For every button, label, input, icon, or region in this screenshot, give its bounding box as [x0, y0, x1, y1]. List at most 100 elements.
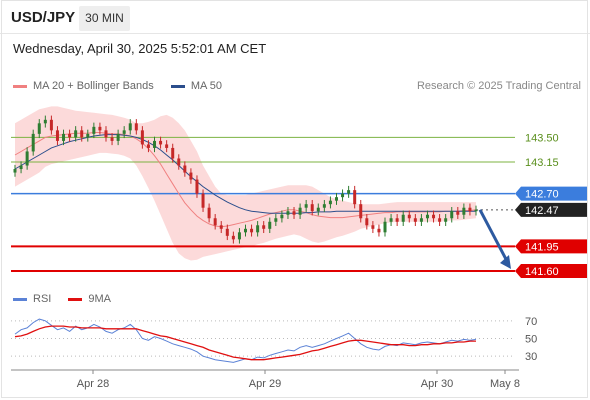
rsi-legend: RSI 9MA — [13, 293, 125, 305]
candle-body — [304, 204, 308, 208]
x-tick-label-0: Apr 28 — [77, 378, 109, 390]
legend-ma20: MA 20 + Bollinger Bands — [13, 80, 154, 92]
candle-body — [413, 218, 417, 222]
candle-body — [134, 123, 138, 131]
level-badge-4: 141.95 — [515, 239, 587, 254]
candle-body — [146, 144, 150, 148]
candle-body — [49, 119, 53, 131]
legend-rsi: RSI — [13, 293, 51, 305]
candle-body — [334, 197, 338, 201]
ma50-line — [14, 134, 476, 214]
forecast-arrow-shaft — [478, 209, 510, 264]
level-badge-bg-3 — [515, 202, 587, 217]
candle-body — [62, 133, 66, 141]
candle-body — [462, 207, 466, 215]
legend-ma20-label: MA 20 + Bollinger Bands — [33, 80, 154, 92]
main-legend: MA 20 + Bollinger Bands MA 50 — [13, 80, 236, 92]
candle-body — [13, 169, 17, 173]
level-badge-bg-2 — [515, 186, 587, 201]
legend-ma50: MA 50 — [170, 80, 223, 92]
candle-body — [116, 133, 120, 141]
candle-body — [225, 228, 229, 236]
rsi-series-0 — [14, 318, 477, 363]
candle-body — [165, 144, 169, 148]
candle-body — [389, 218, 393, 222]
candle-body — [110, 137, 114, 141]
candle-body — [274, 218, 278, 222]
candle-body — [280, 214, 284, 219]
level-badge-bg-4 — [515, 239, 587, 254]
candle-body — [365, 218, 369, 226]
candle-body — [401, 214, 405, 222]
candle-body — [244, 228, 247, 233]
candle-body — [286, 211, 290, 215]
candle-body — [250, 228, 254, 233]
level-label-2: 142.70 — [525, 189, 559, 201]
candle-body — [80, 130, 84, 138]
candle-body — [268, 221, 272, 229]
candle-body — [377, 228, 381, 233]
legend-9ma-label: 9MA — [88, 293, 112, 305]
timestamp: Wednesday, April 30, 2025 5:52:01 AM CET — [13, 41, 267, 56]
candle-body — [237, 232, 241, 240]
rsi-swatch-icon — [13, 297, 27, 301]
candle-body — [419, 218, 423, 222]
candle-body — [456, 211, 460, 215]
ma50-swatch-icon — [170, 84, 185, 88]
bollinger-band — [15, 106, 476, 261]
candle-body — [298, 207, 302, 215]
level-badge-3: 142.47 — [515, 202, 587, 217]
chart-header: USD/JPY 30 MIN — [0, 0, 590, 38]
candle-body — [328, 200, 332, 205]
candle-body — [177, 158, 181, 166]
candle-body — [371, 225, 375, 229]
candle-body — [353, 190, 357, 205]
candle-body — [86, 133, 90, 138]
candle-body — [92, 126, 96, 134]
research-credit: Research © 2025 Trading Central — [416, 80, 581, 92]
candle-body — [292, 211, 296, 215]
candle-body — [468, 207, 472, 212]
level-label-5: 141.60 — [525, 266, 559, 278]
x-tick-label-3: May 8 — [490, 378, 520, 390]
rsi-series-1 — [14, 325, 476, 361]
candle-body — [432, 214, 436, 219]
candle-body — [189, 172, 193, 180]
candle-body — [207, 207, 211, 219]
ma20-swatch-icon — [13, 84, 27, 88]
candle-body — [183, 165, 187, 173]
header-divider — [0, 33, 590, 34]
candle-body — [68, 133, 72, 138]
candle-body — [407, 214, 411, 219]
level-badge-2: 142.70 — [515, 186, 587, 201]
level-badge-5: 141.60 — [515, 264, 587, 278]
candle-body — [322, 204, 326, 208]
candle-body — [395, 218, 399, 222]
legend-ma50-label: MA 50 — [190, 80, 223, 92]
candle-body — [256, 225, 260, 233]
legend-rsi-label: RSI — [33, 293, 52, 305]
candle-body — [25, 151, 29, 166]
ma9-swatch-icon — [68, 297, 83, 301]
candle-body — [37, 123, 41, 134]
candle-body — [55, 130, 59, 141]
candle-body — [153, 140, 157, 148]
candle-body — [213, 218, 217, 226]
candle-body — [359, 204, 363, 219]
level-label-1: 143.15 — [525, 157, 559, 169]
candle-body — [219, 225, 223, 229]
interval-button[interactable]: 30 MIN — [79, 6, 130, 31]
symbol-title: USD/JPY — [11, 9, 76, 26]
candle-body — [438, 218, 442, 222]
ma20-line — [14, 132, 477, 228]
candle-body — [104, 130, 108, 138]
candle-body — [450, 211, 454, 219]
candle-body — [128, 123, 132, 131]
candle-body — [231, 235, 235, 240]
candle-body — [262, 225, 266, 229]
level-label-0: 143.50 — [525, 132, 559, 144]
x-tick-label-1: Apr 29 — [249, 378, 281, 390]
candle-body — [171, 147, 175, 159]
candle-body — [195, 179, 199, 194]
